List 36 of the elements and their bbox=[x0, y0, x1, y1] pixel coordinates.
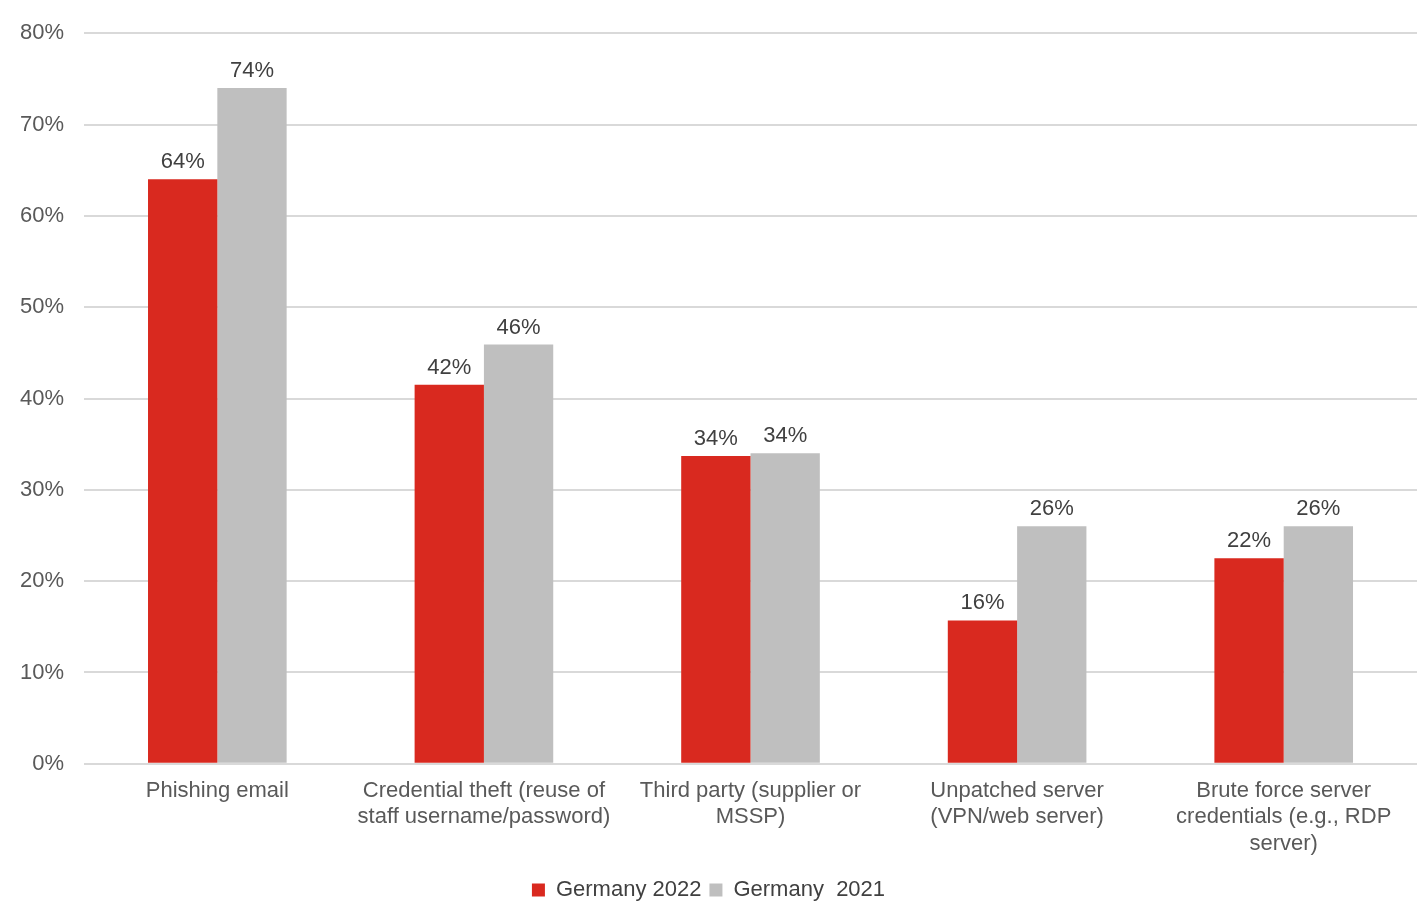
bar bbox=[947, 620, 1018, 763]
y-tick-label: 40% bbox=[19, 384, 65, 410]
y-tick-label: 30% bbox=[19, 475, 65, 501]
y-tick-label: 60% bbox=[19, 201, 65, 227]
x-tick-label: Third party (supplier or MSSP) bbox=[639, 777, 862, 829]
y-tick-label: 0% bbox=[32, 749, 65, 775]
bar bbox=[1283, 526, 1354, 763]
x-tick-label: Credential theft (reuse of staff username/password) bbox=[357, 777, 611, 829]
data-label: 34% bbox=[763, 422, 808, 448]
bar bbox=[414, 384, 484, 763]
y-tick-label: 80% bbox=[19, 19, 65, 45]
data-label: 42% bbox=[427, 353, 472, 379]
data-label: 26% bbox=[1029, 495, 1074, 521]
data-label: 74% bbox=[229, 57, 275, 83]
legend-label: Germany 2021 bbox=[733, 876, 886, 902]
data-label: 64% bbox=[160, 148, 205, 174]
y-tick-label: 70% bbox=[19, 110, 65, 136]
bar bbox=[1214, 558, 1284, 763]
bar bbox=[750, 453, 820, 763]
y-tick-label: 10% bbox=[19, 658, 65, 684]
bar bbox=[681, 456, 751, 763]
data-label: 26% bbox=[1296, 495, 1341, 521]
x-tick-label: Unpatched server (VPN/web server) bbox=[930, 777, 1104, 829]
data-label: 34% bbox=[693, 425, 738, 451]
bar bbox=[217, 88, 287, 763]
x-tick-label: Phishing email bbox=[145, 777, 289, 803]
bar bbox=[483, 344, 554, 763]
data-label: 22% bbox=[1227, 527, 1272, 553]
legend-label: Germany 2022 bbox=[555, 876, 702, 902]
data-label: 16% bbox=[960, 589, 1005, 615]
bar bbox=[148, 179, 218, 763]
data-label: 46% bbox=[496, 313, 541, 339]
y-tick-label: 50% bbox=[19, 293, 65, 319]
y-tick-label: 20% bbox=[19, 567, 65, 593]
x-tick-label: Brute force server credentials (e.g., RDP server) bbox=[1176, 777, 1392, 855]
bar bbox=[1017, 526, 1087, 763]
